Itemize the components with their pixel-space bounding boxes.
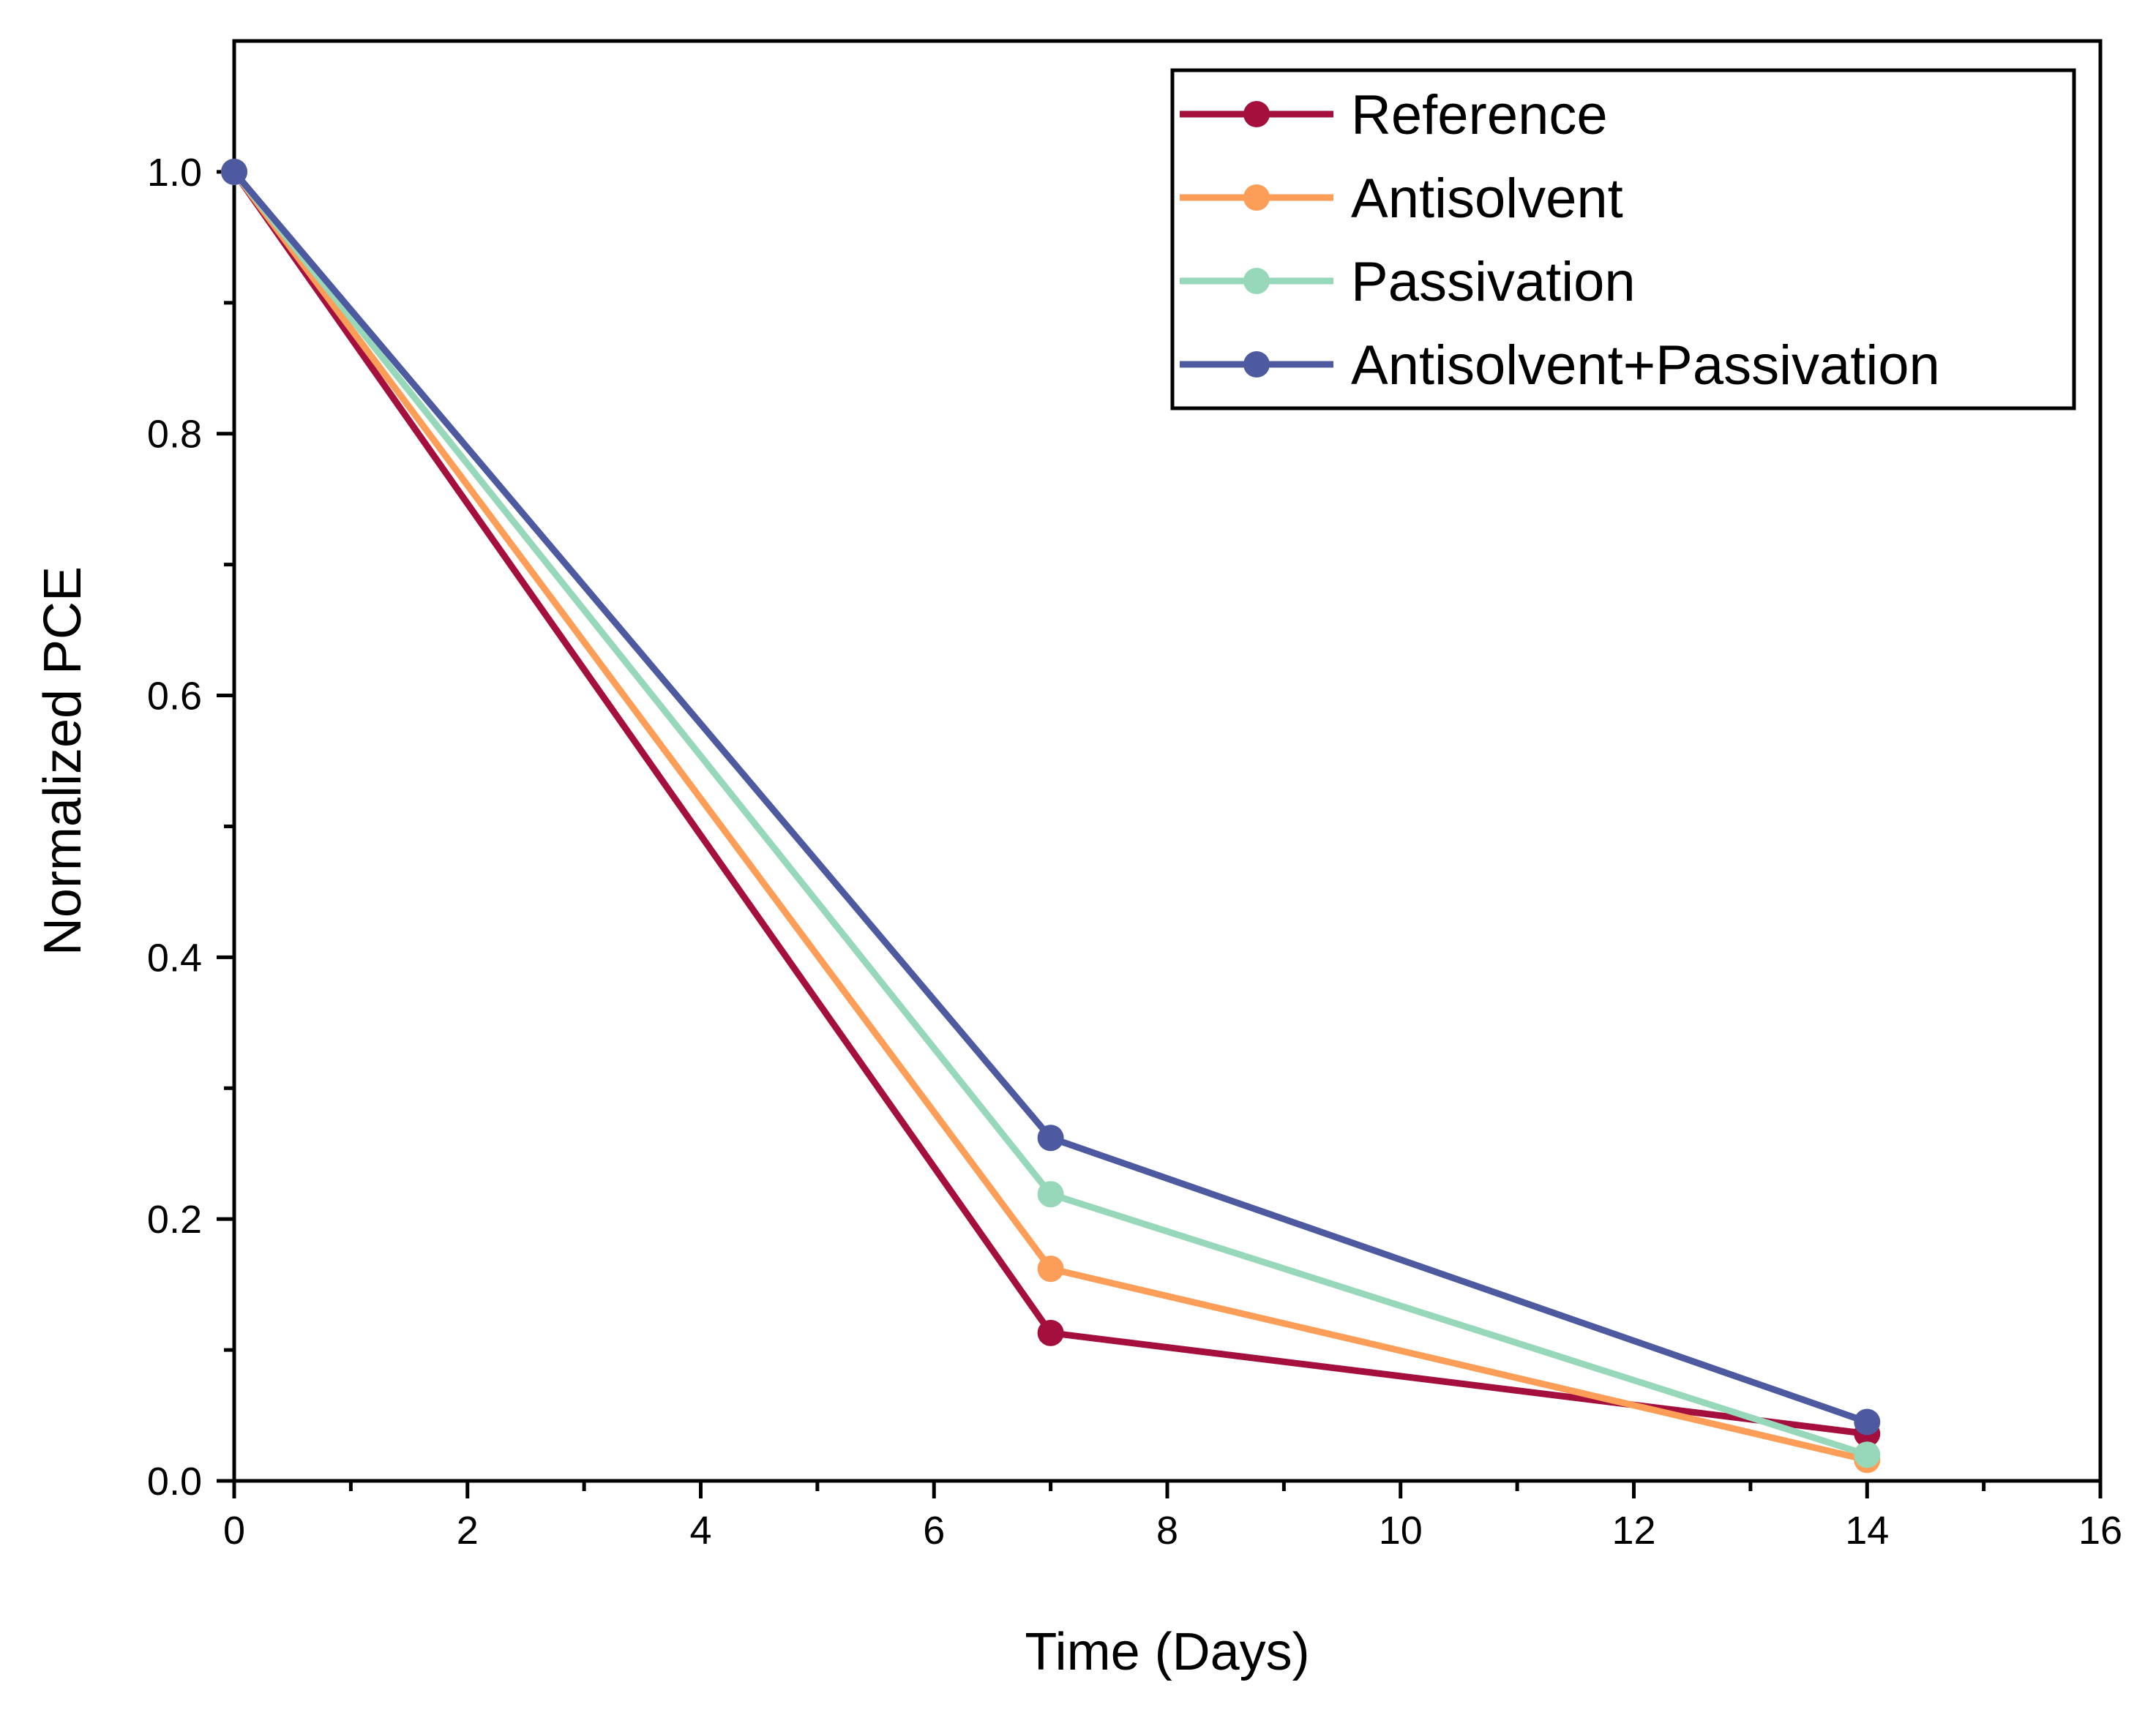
legend-label: Antisolvent [1351,168,1623,230]
x-axis: 0 2 4 6 8 10 12 14 16 [223,1481,2122,1553]
legend-marker [1243,101,1270,127]
x-tick-label: 0 [223,1509,245,1553]
y-axis-title: Normalized PCE [34,566,92,956]
data-point [1037,1256,1064,1283]
legend: Reference Antisolvent Passivation Antisolve… [1170,68,2076,410]
y-tick-label: 0.8 [147,413,202,457]
legend-label: Reference [1351,84,1608,146]
legend-box [1170,68,2076,410]
x-tick-label: 4 [689,1509,711,1553]
data-point [1037,1319,1064,1346]
x-tick-label: 16 [2078,1509,2122,1553]
x-tick-label: 12 [1612,1509,1655,1553]
data-point [1037,1181,1064,1208]
legend-label: Antisolvent+Passivation [1351,334,1940,397]
x-tick-label: 14 [1845,1509,1889,1553]
y-tick-label: 0.0 [147,1460,202,1504]
data-point [1037,1125,1064,1152]
y-tick-label: 0.6 [147,675,202,718]
y-axis: 0.0 0.2 0.4 0.6 0.8 1.0 [147,151,234,1504]
legend-marker [1243,351,1270,378]
x-tick-label: 2 [457,1509,479,1553]
y-tick-label: 0.4 [147,936,202,980]
y-tick-label: 0.2 [147,1198,202,1242]
y-tick-label: 1.0 [147,151,202,195]
legend-marker [1243,268,1270,294]
data-point [221,158,247,185]
data-point [1854,1441,1881,1468]
x-axis-title: Time (Days) [1025,1623,1309,1681]
series-layer [221,158,1881,1474]
legend-marker [1243,184,1270,211]
x-tick-label: 6 [923,1509,945,1553]
legend-label: Passivation [1351,251,1636,313]
x-tick-label: 8 [1156,1509,1178,1553]
x-tick-label: 10 [1379,1509,1423,1553]
data-point [1854,1408,1881,1436]
